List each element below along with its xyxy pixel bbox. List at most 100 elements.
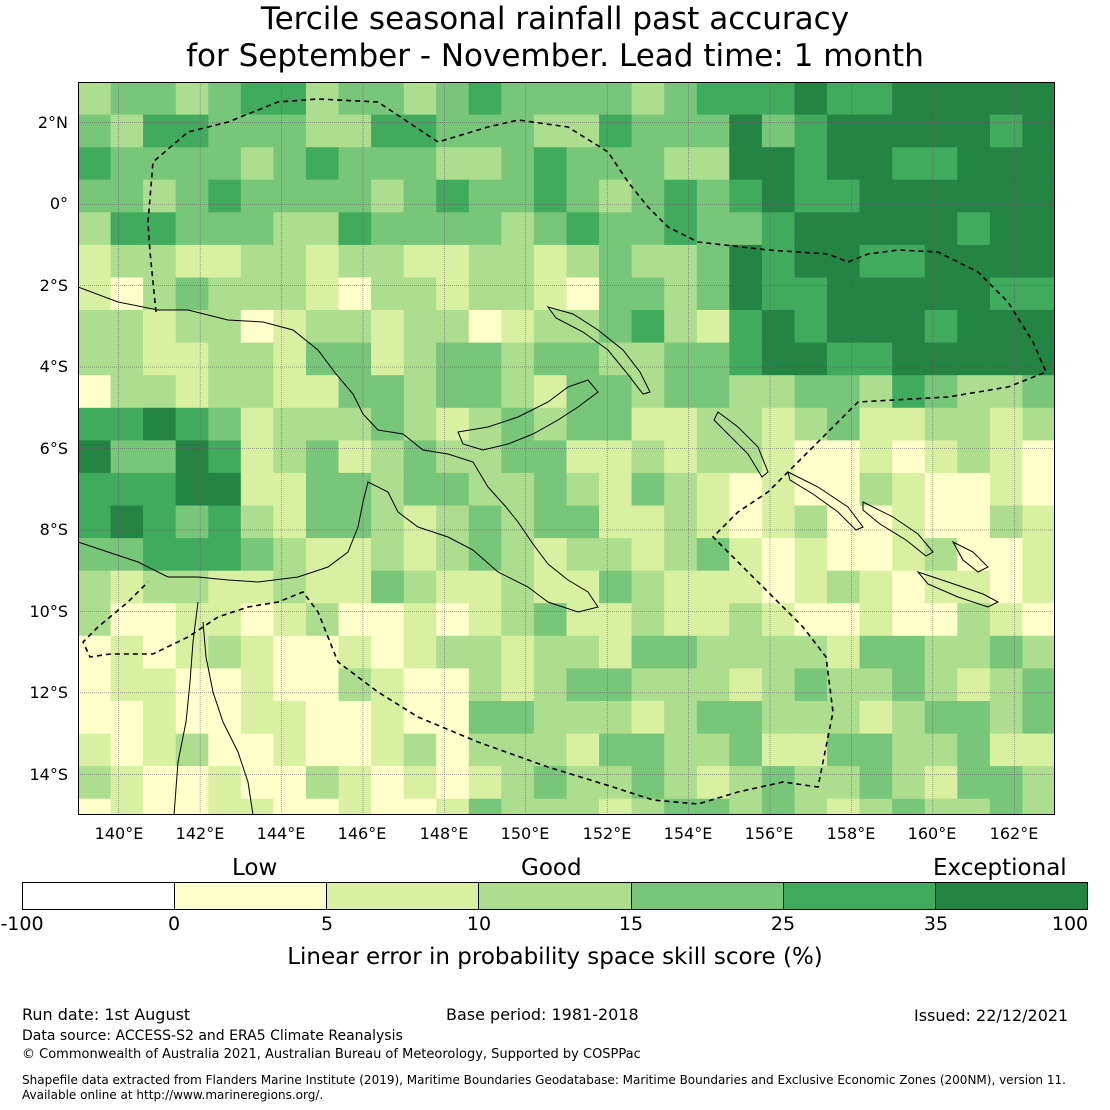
skill-cell [143,635,177,669]
skill-cell [240,733,274,767]
skill-cell [989,179,1023,213]
skill-cell [371,407,405,441]
skill-cell [1022,82,1055,116]
skill-cell [664,82,698,116]
skill-cell [273,440,307,474]
skill-cell [240,440,274,474]
skill-cell [729,82,763,116]
skill-cell [533,147,567,181]
skill-cell [696,114,730,148]
skill-cell [436,440,470,474]
skill-cell [306,668,340,702]
skill-cell [924,375,958,409]
skill-cell [664,668,698,702]
skill-cell [501,114,535,148]
skill-cell [892,733,926,767]
skill-cell [696,244,730,278]
skill-cell [729,505,763,539]
skill-cell [371,472,405,506]
skill-cell [501,766,535,800]
skill-cell [794,375,828,409]
skill-cell [957,603,991,637]
skill-cell [989,472,1023,506]
skill-cell [989,538,1023,572]
skill-cell [273,635,307,669]
skill-cell [208,603,242,637]
skill-cell [664,375,698,409]
skill-cell [78,179,112,213]
lat-label-14s: 14°S [29,765,68,784]
skill-cell [110,147,144,181]
skill-cell [143,407,177,441]
skill-cell [957,147,991,181]
skill-cell [827,114,861,148]
lat-label-0: 0° [49,194,68,213]
skill-cell [761,277,795,311]
skill-cell [436,310,470,344]
skill-cell [533,114,567,148]
skill-cell [892,82,926,116]
skill-cell [403,82,437,116]
skill-cell [892,472,926,506]
skill-cell [599,375,633,409]
skill-cell [208,472,242,506]
skill-cell [208,342,242,376]
skill-cell [403,733,437,767]
skill-cell [436,603,470,637]
colorbar [22,882,1088,910]
skill-cell [371,570,405,604]
skill-cell [1022,538,1055,572]
skill-cell [240,310,274,344]
skill-cell [273,179,307,213]
coastline-new-guinea [78,286,599,613]
skill-cell [273,766,307,800]
skill-cell [729,472,763,506]
skill-cell [1022,472,1055,506]
skill-cell [631,635,665,669]
skill-cell [859,766,893,800]
skill-cell [110,603,144,637]
skill-cell [859,701,893,735]
skill-cell [436,798,470,815]
skill-cell [631,82,665,116]
skill-cell [859,310,893,344]
skill-cell [240,798,274,815]
skill-cell [403,668,437,702]
skill-cell [859,440,893,474]
skill-cell [436,212,470,246]
skill-cell [924,635,958,669]
skill-cell [78,635,112,669]
skill-cell [501,82,535,116]
skill-cell [208,375,242,409]
skill-cell [859,798,893,815]
skill-cell [794,179,828,213]
skill-cell [599,766,633,800]
skill-cell [729,179,763,213]
skill-cell [175,798,209,815]
skill-cell [631,505,665,539]
skill-cell [859,668,893,702]
skill-cell [957,82,991,116]
skill-cell [924,505,958,539]
skill-cell [827,375,861,409]
skill-cell [664,407,698,441]
skill-cell [110,570,144,604]
copyright: © Commonwealth of Australia 2021, Austra… [22,1047,641,1062]
skill-cell [338,798,372,815]
skill-cell [859,179,893,213]
skill-cell [78,277,112,311]
skill-cell [468,310,502,344]
skill-cell [761,603,795,637]
colorbar-swatch-1 [23,883,176,909]
skill-cell [306,505,340,539]
skill-cell [989,798,1023,815]
skill-cell [957,179,991,213]
skill-cell [273,342,307,376]
skill-cell [110,668,144,702]
skill-cell [794,798,828,815]
colorbar-tick-15: 15 [618,913,644,935]
skill-cell [143,114,177,148]
skill-cell [761,538,795,572]
skill-cell [338,570,372,604]
skill-cell [78,538,112,572]
